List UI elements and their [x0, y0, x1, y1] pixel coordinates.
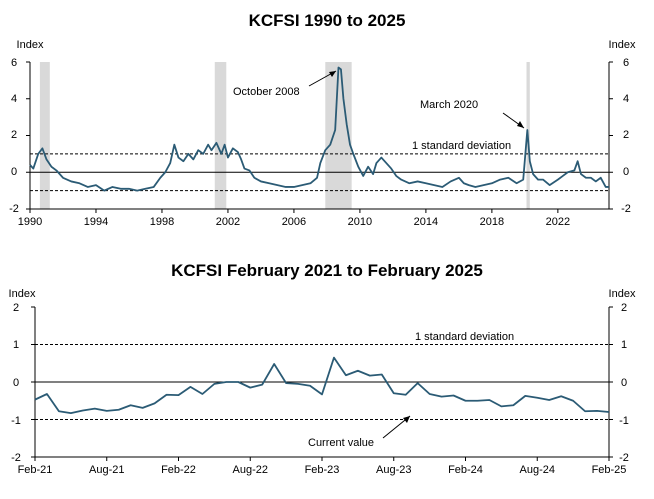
chart-1-right-tick-label: 0	[623, 166, 629, 178]
x-tick-label: 2014	[414, 216, 438, 228]
october-2008-annotation: October 2008	[233, 86, 300, 98]
chart-2-right-tick-label: -1	[619, 415, 629, 427]
chart-2-std-dev-label: 1 standard deviation	[415, 331, 514, 343]
chart-2-series	[34, 356, 610, 415]
chart-2-axes	[31, 306, 613, 461]
chart-1-series	[29, 66, 609, 192]
x-tick-label: 1990	[18, 216, 42, 228]
chart-1-right-unit: Index	[609, 39, 636, 51]
chart-2-left-tick-label: 1	[13, 339, 19, 351]
kcfsi-series-line	[34, 356, 610, 415]
chart-2-right-unit: Index	[609, 288, 636, 300]
chart-1-right-tick-label: -2	[621, 203, 631, 215]
recession-band	[325, 62, 352, 209]
chart-1-right-tick-label: 6	[623, 57, 629, 69]
chart-2-left-tick-label: -2	[11, 452, 21, 464]
march-2020-annotation: March 2020	[420, 99, 478, 111]
x-tick-label: 2018	[480, 216, 504, 228]
x-tick-label: Feb-24	[448, 464, 483, 476]
x-tick-label: 2022	[546, 216, 570, 228]
x-tick-label: Aug-21	[89, 464, 124, 476]
x-tick-label: 1994	[84, 216, 108, 228]
kcfsi-series-line	[29, 66, 609, 192]
x-tick-label: 2002	[216, 216, 240, 228]
march-2020-arrowhead	[517, 121, 524, 128]
chart-1-guides	[30, 153, 609, 192]
x-tick-label: Feb-22	[161, 464, 196, 476]
october-2008-arrowhead	[329, 71, 336, 77]
chart-2-right-tick-label: 0	[621, 377, 627, 389]
chart-1-left-tick-label: 2	[11, 129, 17, 141]
chart-2-left-tick-label: 2	[13, 302, 19, 314]
chart-1-left-tick-label: -2	[9, 203, 19, 215]
chart-2-left-unit: Index	[9, 288, 36, 300]
chart-1-std-dev-label: 1 standard deviation	[412, 140, 511, 152]
chart-1-left-tick-label: 0	[11, 166, 17, 178]
chart-1990-2025: KCFSI 1990 to 2025 Index Index 6 4 2 0 -…	[9, 11, 636, 228]
x-tick-label: 2010	[348, 216, 372, 228]
chart-2-x-axis-labels: Feb-21 Aug-21 Feb-22 Aug-22 Feb-23 Aug-23 Feb-…	[18, 464, 627, 476]
x-tick-label: Aug-24	[520, 464, 555, 476]
chart-1-right-tick-label: 4	[623, 93, 629, 105]
chart-2-guides	[35, 344, 609, 420]
chart-2-right-tick-label: -2	[619, 452, 629, 464]
chart-2-left-tick-label: -1	[11, 415, 21, 427]
chart-1-axes	[26, 61, 613, 213]
chart-1-left-tick-label: 4	[11, 93, 17, 105]
chart-1-left-tick-label: 6	[11, 57, 17, 69]
chart-2-left-tick-label: 0	[13, 377, 19, 389]
recession-band	[39, 62, 50, 209]
x-tick-label: Aug-23	[376, 464, 411, 476]
x-tick-label: 2006	[282, 216, 306, 228]
chart-2-right-tick-label: 1	[621, 339, 627, 351]
x-tick-label: Aug-22	[233, 464, 268, 476]
chart-2-right-tick-label: 2	[621, 302, 627, 314]
current-value-annotation: Current value	[308, 437, 374, 449]
x-tick-label: Feb-25	[592, 464, 627, 476]
chart-1-title: KCFSI 1990 to 2025	[249, 11, 406, 30]
chart-2-title: KCFSI February 2021 to February 2025	[171, 261, 483, 280]
x-tick-label: Feb-23	[305, 464, 340, 476]
x-tick-label: 1998	[150, 216, 174, 228]
chart-1-left-unit: Index	[17, 39, 44, 51]
chart-2021-2025: KCFSI February 2021 to February 2025 Ind…	[9, 261, 636, 476]
recession-band	[214, 62, 227, 209]
chart-1-x-axis-labels: 1990 1994 1998 2002 2006 2010 2014 2018 2022	[18, 216, 570, 228]
chart-1-right-tick-label: 2	[623, 129, 629, 141]
x-tick-label: Feb-21	[18, 464, 53, 476]
current-value-arrowhead	[403, 416, 410, 423]
